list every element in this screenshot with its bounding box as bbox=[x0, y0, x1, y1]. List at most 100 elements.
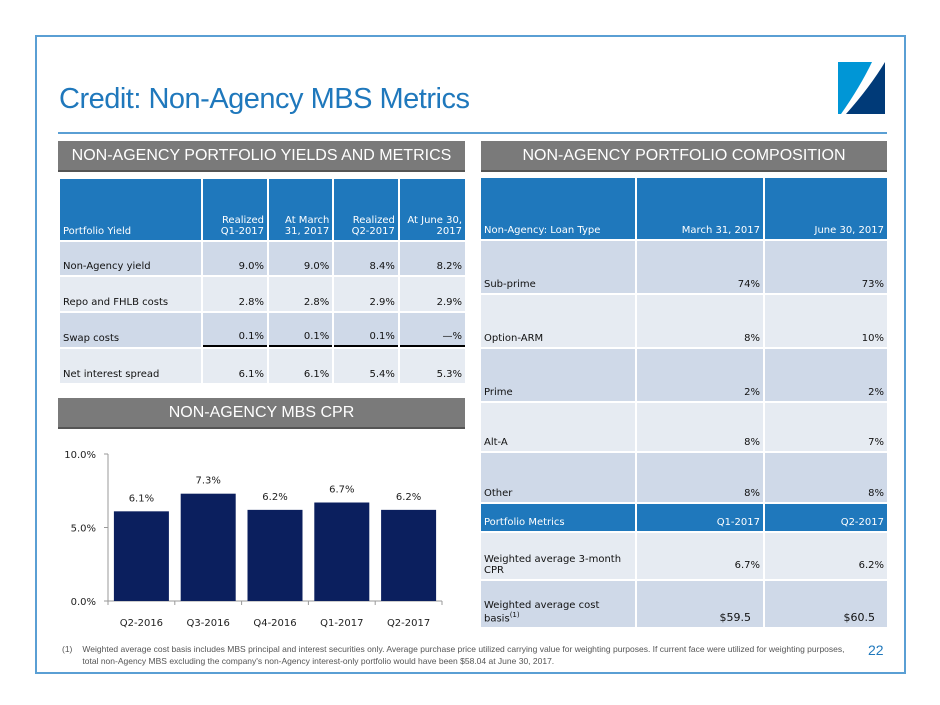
data-label: 6.1% bbox=[129, 493, 154, 504]
cell: 8% bbox=[637, 295, 763, 347]
cell: 2.9% bbox=[399, 277, 465, 311]
x-tick-label: Q2-2017 bbox=[387, 618, 430, 629]
x-tick-label: Q4-2016 bbox=[253, 618, 296, 629]
row-label-text: Weighted average cost basis bbox=[484, 599, 600, 624]
table-row: Non-Agency yield 9.0% 9.0% 8.4% 8.2% bbox=[60, 242, 465, 275]
cell: 2.9% bbox=[334, 277, 398, 311]
y-tick-label: 0.0% bbox=[71, 597, 96, 608]
cell: 74% bbox=[637, 241, 763, 293]
cell: 2.8% bbox=[203, 277, 268, 311]
footnote: (1) Weighted average cost basis includes… bbox=[62, 643, 852, 667]
footnote-marker: (1) bbox=[62, 644, 73, 654]
cell: 9.0% bbox=[269, 242, 333, 275]
composition-table: Non-Agency: Loan Type March 31, 2017 Jun… bbox=[479, 176, 889, 629]
composition-banner: NON-AGENCY PORTFOLIO COMPOSITION bbox=[481, 141, 887, 172]
column-header: Realized Q2-2017 bbox=[334, 179, 398, 240]
data-label: 6.2% bbox=[396, 492, 421, 503]
page-number: 22 bbox=[868, 642, 884, 658]
column-header: Realized Q1-2017 bbox=[203, 179, 268, 240]
row-label: Swap costs bbox=[60, 313, 202, 347]
cell: 7% bbox=[765, 403, 887, 451]
table-row: Sub-prime 74% 73% bbox=[481, 241, 887, 293]
cell: 8.2% bbox=[399, 242, 465, 275]
y-tick-label: 10.0% bbox=[64, 450, 96, 461]
cpr-bar-chart: 0.0% 5.0% 10.0% 6.1% Q2-2016 7.3% Q3-2016 6.2% Q… bbox=[64, 450, 443, 629]
cell: 6.1% bbox=[203, 349, 268, 383]
slide-frame bbox=[35, 35, 906, 674]
metrics-header-row: Portfolio Metrics Q1-2017 Q2-2017 bbox=[481, 504, 887, 531]
x-tick-label: Q1-2017 bbox=[320, 618, 363, 629]
company-logo bbox=[838, 62, 885, 114]
table-row: Prime 2% 2% bbox=[481, 349, 887, 401]
column-header: March 31, 2017 bbox=[637, 178, 763, 239]
cell: 9.0% bbox=[203, 242, 268, 275]
column-header: Q2-2017 bbox=[765, 504, 887, 531]
page-title: Credit: Non-Agency MBS Metrics bbox=[59, 83, 470, 115]
cell: 2% bbox=[637, 349, 763, 401]
cell: 2% bbox=[765, 349, 887, 401]
table-row: Option-ARM 8% 10% bbox=[481, 295, 887, 347]
yields-table: Portfolio Yield Realized Q1-2017 At Marc… bbox=[58, 177, 467, 385]
column-header: June 30, 2017 bbox=[765, 178, 887, 239]
cell: 8% bbox=[765, 453, 887, 502]
data-label: 6.7% bbox=[329, 485, 354, 496]
x-tick-label: Q3-2016 bbox=[187, 618, 230, 629]
row-label: Net interest spread bbox=[60, 349, 202, 383]
footnote-text: Weighted average cost basis includes MBS… bbox=[82, 644, 845, 666]
column-header: Q1-2017 bbox=[637, 504, 763, 531]
cell: 0.1% bbox=[269, 313, 333, 347]
table-row: Alt-A 8% 7% bbox=[481, 403, 887, 451]
cell: 10% bbox=[765, 295, 887, 347]
cell: 6.2% bbox=[765, 533, 887, 579]
cell: —% bbox=[399, 313, 465, 347]
column-header: Portfolio Yield bbox=[60, 179, 202, 240]
cell: 0.1% bbox=[334, 313, 398, 347]
column-header: Portfolio Metrics bbox=[481, 504, 635, 531]
bar bbox=[247, 509, 303, 601]
row-label: Alt-A bbox=[481, 403, 635, 451]
cell: 5.3% bbox=[399, 349, 465, 383]
column-header: At March 31, 2017 bbox=[269, 179, 333, 240]
bar bbox=[113, 511, 169, 601]
cell: 0.1% bbox=[203, 313, 268, 347]
row-label: Weighted average 3-month CPR bbox=[481, 533, 635, 579]
column-header: At June 30, 2017 bbox=[399, 179, 465, 240]
footnote-marker: (1) bbox=[509, 610, 520, 619]
table-header-row: Non-Agency: Loan Type March 31, 2017 Jun… bbox=[481, 178, 887, 239]
cell: 5.4% bbox=[334, 349, 398, 383]
table-row: Swap costs 0.1% 0.1% 0.1% —% bbox=[60, 313, 465, 347]
cell: $59.5 bbox=[637, 581, 763, 627]
bar bbox=[314, 502, 370, 601]
table-row: Repo and FHLB costs 2.8% 2.8% 2.9% 2.9% bbox=[60, 277, 465, 311]
table-header-row: Portfolio Yield Realized Q1-2017 At Marc… bbox=[60, 179, 465, 240]
cell: 8.4% bbox=[334, 242, 398, 275]
cell: 6.1% bbox=[269, 349, 333, 383]
y-tick-label: 5.0% bbox=[71, 524, 96, 535]
table-row: Weighted average cost basis(1) $59.5 $60… bbox=[481, 581, 887, 627]
table-row: Other 8% 8% bbox=[481, 453, 887, 502]
cell: 6.7% bbox=[637, 533, 763, 579]
cell: 2.8% bbox=[269, 277, 333, 311]
cell: 8% bbox=[637, 453, 763, 502]
column-header: Non-Agency: Loan Type bbox=[481, 178, 635, 239]
row-label: Non-Agency yield bbox=[60, 242, 202, 275]
table-row: Net interest spread 6.1% 6.1% 5.4% 5.3% bbox=[60, 349, 465, 383]
row-label: Option-ARM bbox=[481, 295, 635, 347]
bar bbox=[180, 493, 236, 601]
cell: $60.5 bbox=[765, 581, 887, 627]
x-tick-label: Q2-2016 bbox=[120, 618, 163, 629]
cpr-banner: NON-AGENCY MBS CPR bbox=[58, 398, 465, 429]
row-label: Other bbox=[481, 453, 635, 502]
row-label: Prime bbox=[481, 349, 635, 401]
data-label: 7.3% bbox=[195, 476, 220, 487]
title-divider bbox=[58, 132, 887, 134]
yields-banner: NON-AGENCY PORTFOLIO YIELDS AND METRICS bbox=[58, 141, 465, 172]
row-label: Repo and FHLB costs bbox=[60, 277, 202, 311]
row-label: Weighted average cost basis(1) bbox=[481, 581, 635, 627]
bar bbox=[381, 509, 437, 601]
cell: 73% bbox=[765, 241, 887, 293]
data-label: 6.2% bbox=[262, 492, 287, 503]
row-label: Sub-prime bbox=[481, 241, 635, 293]
table-row: Weighted average 3-month CPR 6.7% 6.2% bbox=[481, 533, 887, 579]
cell: 8% bbox=[637, 403, 763, 451]
